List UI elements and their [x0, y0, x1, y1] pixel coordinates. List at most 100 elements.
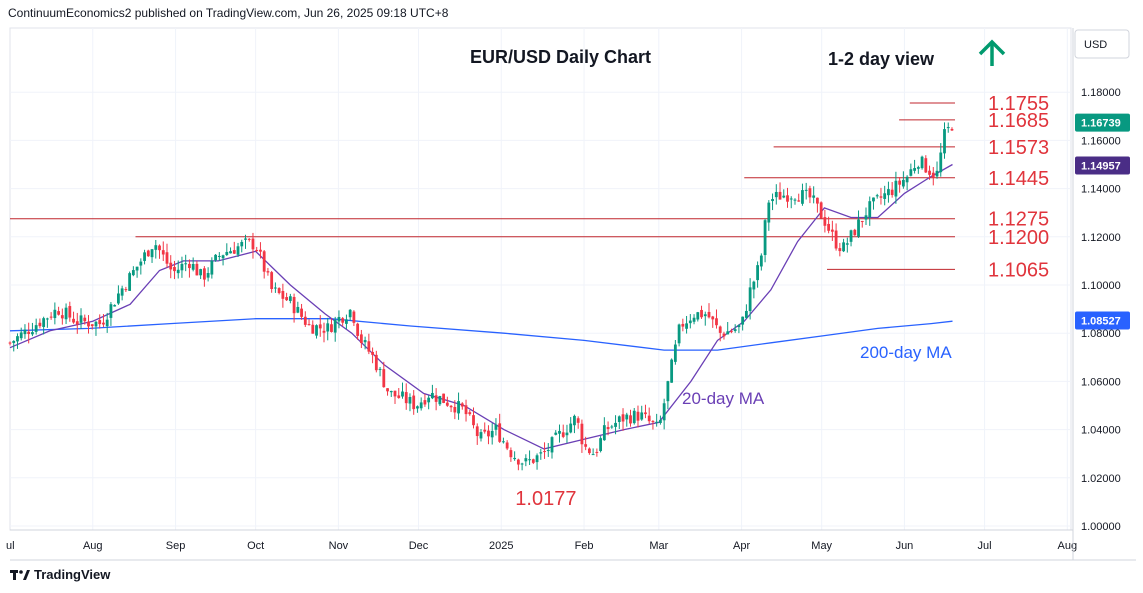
- ma200-price-tag-box: [1075, 311, 1130, 330]
- candle-body: [386, 388, 389, 392]
- candle-body: [445, 402, 449, 406]
- candle-body: [117, 293, 120, 304]
- candle-body: [352, 311, 356, 323]
- chart-attribution: ContinuumEconomics2 published on Trading…: [8, 6, 449, 20]
- last-price-tag: 1.16739: [1081, 118, 1121, 130]
- candle-body: [860, 220, 864, 222]
- candle-body: [539, 452, 543, 454]
- candle-body: [8, 342, 12, 344]
- candle-body: [330, 324, 333, 332]
- candle-body: [419, 402, 423, 409]
- candle-body: [472, 415, 475, 426]
- candle-body: [367, 341, 371, 352]
- candle-body: [348, 309, 352, 318]
- candle-body: [176, 269, 180, 274]
- y-tick-label: 1.10000: [1081, 280, 1121, 292]
- candle-body: [879, 196, 883, 198]
- candle-body: [943, 129, 946, 154]
- y-tick-label: 1.04000: [1081, 425, 1121, 437]
- candle-body: [150, 249, 154, 258]
- candle-body: [434, 395, 438, 402]
- candle-body: [767, 202, 771, 223]
- candle-body: [763, 220, 767, 256]
- candle-body: [311, 324, 315, 334]
- candle-body: [924, 158, 928, 173]
- candle-body: [378, 368, 382, 370]
- candle-body: [135, 266, 139, 271]
- candle-body: [741, 316, 745, 325]
- candle-body: [629, 415, 632, 424]
- candle-body: [416, 406, 419, 409]
- candle-body: [184, 263, 188, 265]
- ma200-label: 200-day MA: [860, 343, 952, 362]
- candle-body: [75, 321, 79, 325]
- candle-body: [191, 264, 195, 270]
- candle-body: [670, 359, 674, 383]
- candle-body: [771, 199, 774, 202]
- candle-body: [759, 255, 763, 267]
- candle-body: [303, 316, 307, 325]
- candle-body: [158, 245, 161, 251]
- candle-body: [857, 219, 860, 237]
- candle-body: [374, 354, 378, 371]
- candle-body: [718, 326, 722, 333]
- candle-body: [666, 381, 670, 402]
- currency-label: USD: [1084, 39, 1107, 51]
- candle-body: [819, 202, 823, 219]
- candle-body: [898, 180, 902, 185]
- candle-body: [823, 217, 827, 226]
- candle-body: [217, 255, 221, 257]
- candle-body: [558, 430, 561, 434]
- candle-body: [259, 249, 262, 252]
- candle-body: [23, 329, 27, 335]
- y-tick-label: 1.12000: [1081, 232, 1121, 244]
- candle-body: [692, 317, 696, 322]
- candle-body: [206, 273, 210, 278]
- candle-body: [322, 330, 326, 333]
- candle-body: [288, 296, 292, 301]
- candle-body: [621, 414, 625, 422]
- candle-body: [599, 438, 603, 452]
- candle-body: [487, 430, 490, 437]
- candle-body: [79, 315, 83, 323]
- candle-body: [939, 152, 943, 173]
- candle-body: [703, 314, 707, 317]
- candle-body: [363, 340, 367, 343]
- candle-body: [438, 396, 442, 405]
- level-label: 1.1573: [988, 137, 1049, 159]
- candle-body: [520, 463, 524, 465]
- candle-body: [210, 260, 214, 275]
- candle-body: [180, 263, 184, 271]
- candle-body: [83, 317, 87, 322]
- candle-body: [64, 307, 68, 320]
- candle-body: [244, 238, 247, 240]
- ma20-line: [9, 163, 953, 450]
- y-tick-label: 1.16000: [1081, 135, 1121, 147]
- candle-body: [457, 401, 460, 414]
- candle-body: [913, 168, 916, 171]
- candle-body: [371, 351, 374, 355]
- candle-body: [45, 318, 49, 320]
- y-tick-label: 1.14000: [1081, 184, 1121, 196]
- candle-body: [591, 454, 595, 456]
- x-tick-label: Dec: [409, 540, 429, 552]
- candle-body: [72, 318, 75, 323]
- candle-body: [449, 405, 453, 408]
- candle-body: [326, 323, 330, 332]
- candle-body: [928, 170, 931, 175]
- candle-body: [516, 459, 520, 465]
- y-tick-label: 1.02000: [1081, 473, 1121, 485]
- candle-body: [408, 397, 412, 404]
- candle-body: [662, 403, 666, 421]
- y-tick-label: 1.00000: [1081, 521, 1121, 533]
- candle-body: [778, 191, 782, 200]
- candle-body: [412, 395, 416, 410]
- x-tick-label: Nov: [329, 540, 349, 552]
- candle-body: [528, 459, 531, 461]
- candle-body: [113, 305, 117, 307]
- candle-body: [733, 329, 737, 331]
- candle-body: [188, 263, 191, 269]
- candle-body: [19, 332, 23, 339]
- candle-body: [636, 411, 640, 421]
